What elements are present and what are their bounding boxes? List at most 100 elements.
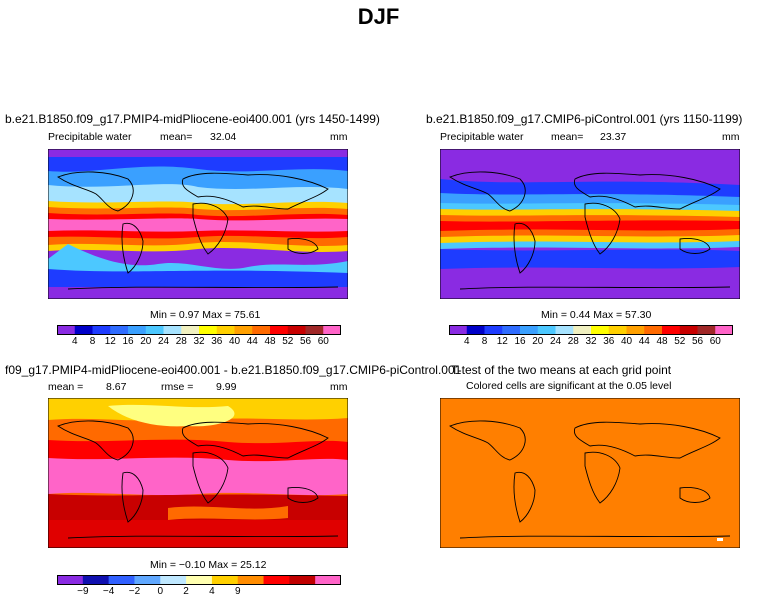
colorbar-swatch <box>289 575 316 585</box>
colorbar-swatch <box>484 325 503 335</box>
colorbar-swatch <box>520 325 539 335</box>
colorbar-swatch <box>287 325 306 335</box>
colorbar-border <box>57 575 341 585</box>
colorbar-tick-label: 44 <box>246 336 258 347</box>
colorbar-tick-label: 8 <box>89 336 96 347</box>
colorbar-tick-label: 16 <box>122 336 134 347</box>
colorbar-swatch <box>128 325 147 335</box>
panel-subtitle-ttest: Colored cells are significant at the 0.0… <box>466 380 672 392</box>
colorbar-tick-label: 48 <box>656 336 668 347</box>
colorbar-tick-label: 20 <box>532 336 544 347</box>
colorbar-swatch <box>270 325 289 335</box>
colorbar-tick-label: 56 <box>299 336 312 347</box>
variable-label-picontrol: Precipitable water <box>440 131 524 143</box>
map-ttest <box>440 398 740 548</box>
colorbar-tick-label: 48 <box>264 336 276 347</box>
colorbar-swatch <box>305 325 324 335</box>
colorbar-tick-label: 28 <box>567 336 579 347</box>
colorbar-swatch <box>591 325 610 335</box>
colorbar-swatch <box>181 325 200 335</box>
colorbar-swatch <box>679 325 698 335</box>
colorbar-swatch <box>160 575 187 585</box>
colorbar-swatch <box>537 325 556 335</box>
colorbar-tick-label: 40 <box>228 336 241 347</box>
colorbar-swatch <box>573 325 592 335</box>
colorbar-absolute-right <box>449 325 733 335</box>
colorbar-tick-label: 32 <box>585 336 597 347</box>
colorbar-tick-label: 20 <box>140 336 152 347</box>
colorbar-swatch <box>186 575 213 585</box>
units-label-pliocene: mm <box>330 131 348 143</box>
colorbar-swatch <box>644 325 663 335</box>
colorbar-tick-label: 4 <box>463 336 470 347</box>
colorbar-tick-label: 40 <box>620 336 633 347</box>
units-label-difference: mm <box>330 381 348 393</box>
colorbar-tick-label: 44 <box>638 336 650 347</box>
map-difference <box>48 398 348 548</box>
colorbar-swatch <box>237 575 265 585</box>
colorbar-tick-label: −9 <box>77 586 89 597</box>
colorbar-tick-label: 60 <box>709 336 721 347</box>
minmax-difference: Min = −0.10 Max = 25.12 <box>150 559 267 571</box>
colorbar-tick-label: 52 <box>674 336 686 347</box>
colorbar-swatch <box>145 325 164 335</box>
map-picontrol <box>440 149 740 299</box>
colorbar-swatch <box>110 325 129 335</box>
colorbar-tick-label: 12 <box>496 336 508 347</box>
mean-label-pliocene: mean= <box>160 131 193 143</box>
minmax-picontrol: Min = 0.44 Max = 57.30 <box>541 309 652 321</box>
rmse-label-difference: rmse = <box>161 381 194 393</box>
mean-label-picontrol: mean= <box>551 131 584 143</box>
mean-label-difference: mean = <box>48 381 84 393</box>
mean-value-picontrol: 23.37 <box>600 131 627 143</box>
colorbar-tick-label: 2 <box>183 586 189 597</box>
colorbar-swatch <box>715 325 733 335</box>
colorbar-swatch <box>199 325 218 335</box>
colorbar-tick-label: 36 <box>603 336 615 347</box>
colorbar-tick-label: 12 <box>104 336 116 347</box>
colorbar-swatch <box>608 325 627 335</box>
colorbar-swatch <box>163 325 182 335</box>
panel-title-picontrol: b.e21.B1850.f09_g17.CMIP6-piControl.001 … <box>426 112 743 126</box>
colorbar-swatch <box>466 325 485 335</box>
colorbar-swatch <box>252 325 271 335</box>
colorbar-tick-label: −2 <box>128 586 141 597</box>
colorbar-swatch <box>234 325 253 335</box>
units-label-picontrol: mm <box>722 131 740 143</box>
colorbar-swatch <box>502 325 521 335</box>
variable-label-pliocene: Precipitable water <box>48 131 132 143</box>
colorbar-swatch <box>449 325 468 335</box>
colorbar-absolute-left <box>57 325 341 335</box>
colorbar-swatch <box>626 325 645 335</box>
colorbar-swatch <box>92 325 111 335</box>
colorbar-swatch <box>216 325 235 335</box>
colorbar-tick-label: 8 <box>481 336 488 347</box>
colorbar-swatch <box>697 325 716 335</box>
colorbar-tick-label: 9 <box>234 586 241 597</box>
colorbar-tick-label: 4 <box>71 336 78 347</box>
colorbar-swatch <box>555 325 574 335</box>
figure-title: DJF <box>357 4 400 29</box>
colorbar-tick-label: 28 <box>175 336 187 347</box>
colorbar-tick-label: 4 <box>209 586 215 597</box>
colorbar-swatch <box>211 575 239 585</box>
colorbar-border <box>449 325 733 335</box>
colorbar-swatch <box>323 325 341 335</box>
colorbar-tick-label: 56 <box>691 336 704 347</box>
minmax-pliocene: Min = 0.97 Max = 75.61 <box>150 309 261 321</box>
mean-value-pliocene: 32.04 <box>210 131 237 143</box>
mean-value-difference: 8.67 <box>106 381 127 393</box>
colorbar-tick-label: 32 <box>193 336 205 347</box>
colorbar-swatch <box>662 325 681 335</box>
colorbar-swatch <box>134 575 161 585</box>
panel-title-ttest: T-test of the two means at each grid poi… <box>451 363 672 377</box>
colorbar-tick-label: 16 <box>514 336 526 347</box>
colorbar-swatch <box>82 575 110 585</box>
colorbar-tick-label: 24 <box>549 336 562 347</box>
panel-title-pliocene: b.e21.B1850.f09_g17.PMIP4-midPliocene-eo… <box>5 112 380 126</box>
colorbar-tick-label: 36 <box>211 336 223 347</box>
colorbar-tick-label: 60 <box>317 336 329 347</box>
colorbar-border <box>57 325 341 335</box>
map-pliocene <box>48 149 348 299</box>
colorbar-swatch <box>108 575 135 585</box>
